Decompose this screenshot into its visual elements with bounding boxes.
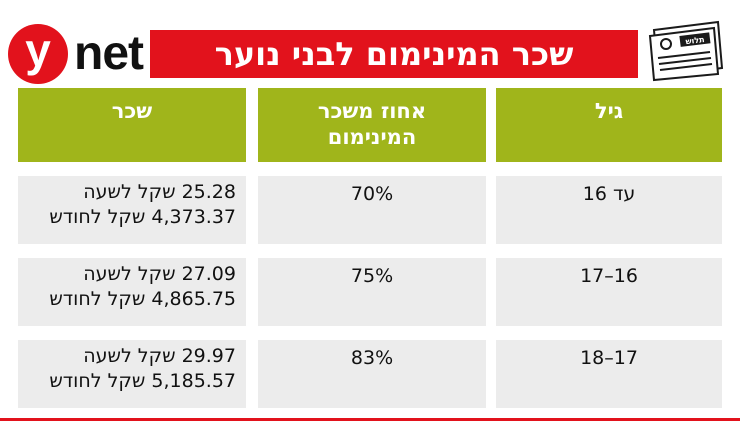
title-bar: שכר המינימום לבני נוער xyxy=(150,30,638,78)
ynet-logo: y net xyxy=(8,24,158,84)
percent-value: 75% xyxy=(350,265,394,287)
column-header-wage: שכר xyxy=(18,88,246,162)
payslip-icon: תלוש xyxy=(648,20,724,82)
bottom-divider xyxy=(0,418,740,421)
percent-cell: 75% xyxy=(258,258,486,326)
column-header-label: אחוז משכר המינימום xyxy=(317,99,427,149)
percent-cell: 83% xyxy=(258,340,486,408)
monthly-wage: 5,185.57 שקל לחודש xyxy=(49,370,236,392)
age-cell: 16–17 xyxy=(496,258,722,326)
wage-cell: 25.28 שקל לשעה 4,373.37 שקל לחודש xyxy=(18,176,246,244)
percent-value: 83% xyxy=(350,347,394,369)
payslip-label: תלוש xyxy=(685,35,705,46)
logo-word: net xyxy=(74,27,144,80)
hourly-wage: 29.97 שקל לשעה xyxy=(83,345,236,367)
wage-cell: 27.09 שקל לשעה 4,865.75 שקל לחודש xyxy=(18,258,246,326)
age-value: עד 16 xyxy=(582,183,636,205)
column-header-percent: אחוז משכר המינימום xyxy=(258,88,486,162)
logo-letter: y xyxy=(8,24,68,84)
page-title: שכר המינימום לבני נוער xyxy=(214,35,574,73)
column-header-label: שכר xyxy=(111,99,153,123)
hourly-wage: 25.28 שקל לשעה xyxy=(83,181,236,203)
percent-value: 70% xyxy=(350,183,394,205)
wage-cell: 29.97 שקל לשעה 5,185.57 שקל לחודש xyxy=(18,340,246,408)
percent-cell: 70% xyxy=(258,176,486,244)
age-cell: עד 16 xyxy=(496,176,722,244)
monthly-wage: 4,865.75 שקל לחודש xyxy=(49,288,236,310)
column-header-label: גיל xyxy=(594,99,624,123)
age-value: 16–17 xyxy=(580,265,638,287)
hourly-wage: 27.09 שקל לשעה xyxy=(83,263,236,285)
age-value: 17–18 xyxy=(580,347,638,369)
age-cell: 17–18 xyxy=(496,340,722,408)
column-header-age: גיל xyxy=(496,88,722,162)
monthly-wage: 4,373.37 שקל לחודש xyxy=(49,206,236,228)
